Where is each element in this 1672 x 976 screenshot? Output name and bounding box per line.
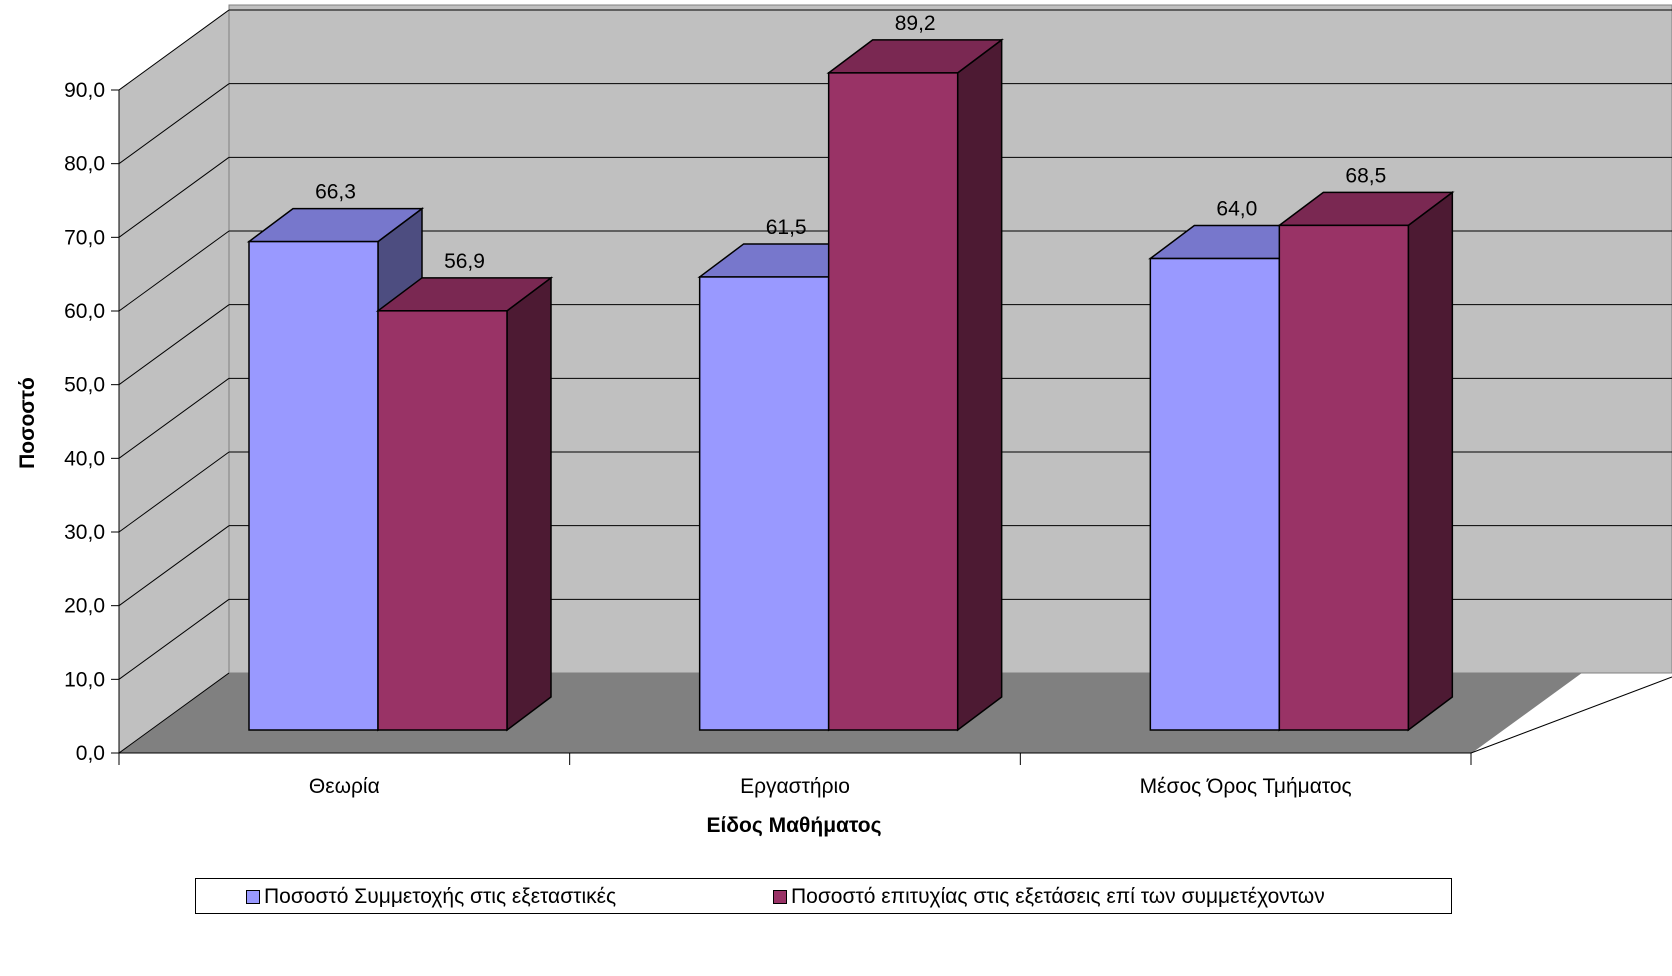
y-tick-label: 90,0: [64, 79, 105, 102]
legend: Ποσοστό Συμμετοχής στις εξεταστικές Ποσο…: [195, 878, 1452, 914]
gridline-depth: [118, 83, 230, 165]
y-axis-title: Ποσοστό: [16, 377, 39, 469]
data-label: 56,9: [444, 250, 485, 273]
bars: [246, 38, 1455, 732]
gridline-depth: [118, 525, 230, 607]
x-axis-title: Είδος Μαθήματος: [706, 814, 881, 837]
y-tick-label: 30,0: [64, 521, 105, 544]
bar-side: [506, 276, 552, 732]
x-tick-label: Εργαστήριο: [740, 775, 850, 798]
gridline-depth: [118, 377, 230, 459]
gridline-depth: [118, 156, 230, 238]
bar-side: [1407, 190, 1454, 732]
y-tick-label: 50,0: [64, 374, 105, 397]
legend-swatch-icon: [246, 890, 260, 904]
y-tick-label: 40,0: [64, 447, 105, 470]
bar: [827, 72, 959, 731]
gridline-depth: [118, 672, 230, 754]
gridline-depth: [118, 230, 230, 312]
legend-item-participation: Ποσοστό Συμμετοχής στις εξεταστικές: [246, 885, 616, 909]
gridline-depth: [118, 451, 230, 533]
bar-side: [956, 38, 1003, 732]
bar: [1278, 224, 1410, 731]
x-tick-label: Μέσος Όρος Τμήματος: [1140, 775, 1352, 798]
bar: [377, 310, 508, 731]
y-tick-label: 80,0: [64, 153, 105, 176]
data-labels: 66,3 56,9 61,5 89,2 64,0 68,5: [315, 12, 1386, 273]
data-label: 66,3: [315, 181, 356, 204]
bar: [698, 276, 830, 731]
legend-label: Ποσοστό Συμμετοχής στις εξεταστικές: [264, 885, 617, 908]
data-label: 61,5: [766, 216, 807, 239]
bar: [1149, 257, 1281, 731]
y-tick-label: 70,0: [64, 226, 105, 249]
y-tick-label: 20,0: [64, 595, 105, 618]
bar: [248, 240, 379, 731]
data-label: 68,5: [1345, 164, 1386, 187]
legend-swatch-icon: [773, 890, 787, 904]
gridline-depth: [118, 598, 230, 680]
y-tick-label: 10,0: [64, 668, 105, 691]
axes: 0,0 10,0 20,0 30,0 40,0 50,0 60,0 70,0 80,0 90,0 Θ…: [64, 79, 1472, 798]
gridline-depth: [118, 304, 230, 386]
y-tick-label: 60,0: [64, 300, 105, 323]
y-tick-label: 0,0: [76, 742, 105, 765]
x-tick-label: Θεωρία: [309, 775, 380, 798]
legend-item-success: Ποσοστό επιτυχίας στις εξετάσεις επί των…: [773, 885, 1325, 909]
data-label: 64,0: [1216, 198, 1257, 221]
data-label: 89,2: [895, 12, 936, 35]
floor-edge: [1470, 676, 1672, 754]
gridline-depth: [118, 9, 230, 91]
chart-side-wall: [118, 9, 230, 754]
legend-label: Ποσοστό επιτυχίας στις εξετάσεις επί των…: [791, 885, 1325, 908]
